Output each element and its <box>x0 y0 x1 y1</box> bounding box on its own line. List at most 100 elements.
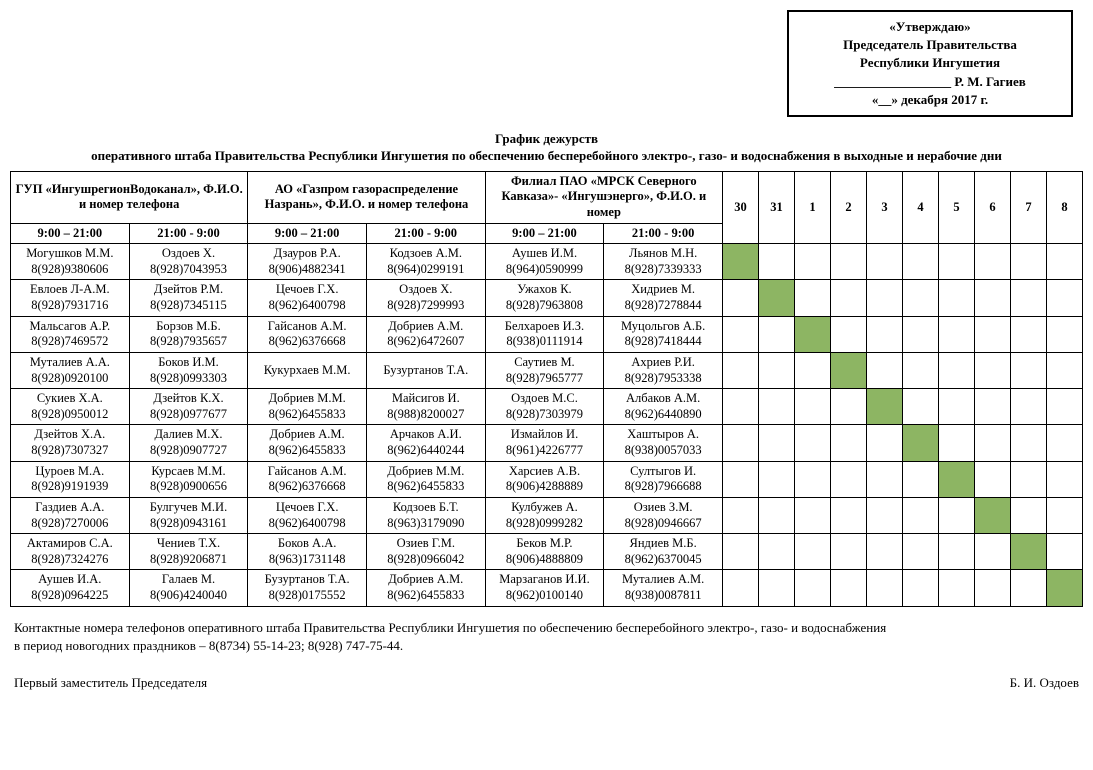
person-phone: 8(928)0907727 <box>132 443 246 459</box>
day-cell <box>867 316 903 352</box>
duty-cell: Кулбужев А.8(928)0999282 <box>485 497 604 533</box>
duty-cell: Дзейтов Р.М.8(928)7345115 <box>129 280 248 316</box>
day-cell <box>795 244 831 280</box>
person-name: Добриев М.М. <box>250 391 364 407</box>
day-cell <box>795 316 831 352</box>
person-name: Оздоев М.С. <box>488 391 602 407</box>
person-phone: 8(928)7935657 <box>132 334 246 350</box>
person-name: Озиев Г.М. <box>369 536 483 552</box>
day-cell <box>975 425 1011 461</box>
duty-cell: Кодзоев А.М.8(964)0299191 <box>366 244 485 280</box>
duty-cell: Арчаков А.И.8(962)6440244 <box>366 425 485 461</box>
day-header: 4 <box>903 171 939 244</box>
person-phone: 8(928)7043953 <box>132 262 246 278</box>
table-row: Сукиев Х.А.8(928)0950012Дзейтов К.Х.8(92… <box>11 389 1083 425</box>
duty-cell: Измайлов И.8(961)4226777 <box>485 425 604 461</box>
duty-cell: Ужахов К.8(928)7963808 <box>485 280 604 316</box>
day-cell <box>975 461 1011 497</box>
duty-schedule-table: ГУП «ИнгушрегионВодоканал», Ф.И.О. и ном… <box>10 171 1083 607</box>
person-phone: 8(928)7299993 <box>369 298 483 314</box>
person-phone: 8(928)9206871 <box>132 552 246 568</box>
duty-cell: Марзаганов И.И.8(962)0100140 <box>485 570 604 606</box>
day-cell <box>1011 570 1047 606</box>
day-cell <box>1047 389 1083 425</box>
person-phone: 8(988)8200027 <box>369 407 483 423</box>
person-name: Цечоев Г.Х. <box>250 282 364 298</box>
day-cell <box>723 280 759 316</box>
duty-cell: Дзейтов Х.А.8(928)7307327 <box>11 425 130 461</box>
day-cell <box>975 280 1011 316</box>
day-cell <box>759 425 795 461</box>
person-name: Евлоев Л-А.М. <box>13 282 127 298</box>
person-name: Боков И.М. <box>132 355 246 371</box>
day-cell <box>867 461 903 497</box>
day-header: 8 <box>1047 171 1083 244</box>
duty-cell: Кодзоев Б.Т.8(963)3179090 <box>366 497 485 533</box>
day-cell <box>867 389 903 425</box>
duty-cell: Муцольгов А.Б.8(928)7418444 <box>604 316 723 352</box>
day-cell <box>939 570 975 606</box>
person-phone: 8(928)7303979 <box>488 407 602 423</box>
day-cell <box>1011 244 1047 280</box>
person-phone: 8(928)7965777 <box>488 371 602 387</box>
person-name: Бузуртанов Т.А. <box>369 363 483 379</box>
table-row: Евлоев Л-А.М.8(928)7931716Дзейтов Р.М.8(… <box>11 280 1083 316</box>
day-cell <box>867 280 903 316</box>
person-name: Дзауров Р.А. <box>250 246 364 262</box>
person-name: Озиев З.М. <box>606 500 720 516</box>
day-cell <box>939 389 975 425</box>
person-name: Добриев М.М. <box>369 464 483 480</box>
day-cell <box>867 534 903 570</box>
day-cell <box>939 352 975 388</box>
day-header: 6 <box>975 171 1011 244</box>
duty-cell: Цуроев М.А.8(928)9191939 <box>11 461 130 497</box>
approval-line: «Утверждаю» <box>805 18 1055 36</box>
person-name: Мальсагов А.Р. <box>13 319 127 335</box>
duty-cell: Беков М.Р.8(906)4888809 <box>485 534 604 570</box>
day-cell <box>723 352 759 388</box>
day-cell <box>831 280 867 316</box>
person-name: Курсаев М.М. <box>132 464 246 480</box>
person-name: Измайлов И. <box>488 427 602 443</box>
day-cell <box>723 497 759 533</box>
day-cell <box>939 497 975 533</box>
day-cell <box>831 461 867 497</box>
shift-header: 9:00 – 21:00 <box>248 223 367 244</box>
duty-cell: Майсигов И.8(988)8200027 <box>366 389 485 425</box>
person-name: Белхароев И.З. <box>488 319 602 335</box>
duty-cell: Добриев А.М.8(962)6455833 <box>248 425 367 461</box>
person-phone: 8(928)7953338 <box>606 371 720 387</box>
day-cell <box>759 316 795 352</box>
person-phone: 8(928)0943161 <box>132 516 246 532</box>
person-name: Булгучев М.И. <box>132 500 246 516</box>
shift-header: 9:00 – 21:00 <box>485 223 604 244</box>
person-phone: 8(928)7418444 <box>606 334 720 350</box>
duty-cell: Добриев М.М.8(962)6455833 <box>366 461 485 497</box>
day-cell <box>939 244 975 280</box>
duty-cell: Хидриев М.8(928)7278844 <box>604 280 723 316</box>
duty-cell: Цечоев Г.Х.8(962)6400798 <box>248 280 367 316</box>
day-cell <box>939 316 975 352</box>
person-name: Кукурхаев М.М. <box>250 363 364 379</box>
person-phone: 8(928)0950012 <box>13 407 127 423</box>
notes-line: в период новогодних праздников – 8(8734)… <box>14 637 1079 655</box>
duty-cell: Оздоев Х.8(928)7299993 <box>366 280 485 316</box>
person-name: Галаев М. <box>132 572 246 588</box>
person-phone: 8(962)6370045 <box>606 552 720 568</box>
header-row-orgs: ГУП «ИнгушрегионВодоканал», Ф.И.О. и ном… <box>11 171 1083 223</box>
duty-cell: Аушев И.А.8(928)0964225 <box>11 570 130 606</box>
day-cell <box>867 497 903 533</box>
person-phone: 8(928)7324276 <box>13 552 127 568</box>
person-phone: 8(928)7307327 <box>13 443 127 459</box>
day-cell <box>1011 389 1047 425</box>
person-phone: 8(928)7339333 <box>606 262 720 278</box>
duty-cell: Озиев Г.М.8(928)0966042 <box>366 534 485 570</box>
day-cell <box>867 352 903 388</box>
day-cell <box>903 316 939 352</box>
person-name: Марзаганов И.И. <box>488 572 602 588</box>
day-cell <box>975 244 1011 280</box>
person-name: Далиев М.Х. <box>132 427 246 443</box>
day-cell <box>903 497 939 533</box>
day-cell <box>723 316 759 352</box>
person-name: Дзейтов К.Х. <box>132 391 246 407</box>
